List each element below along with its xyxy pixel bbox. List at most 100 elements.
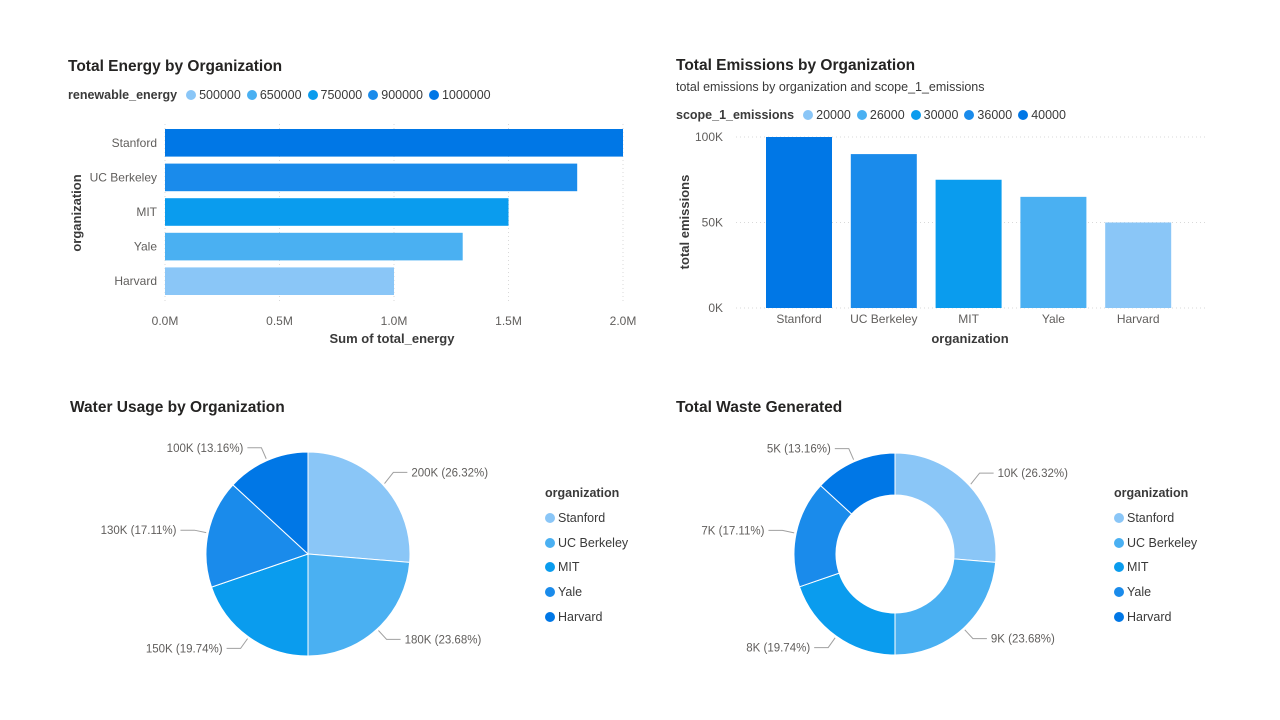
energy-legend-entry[interactable]: 650000 — [246, 88, 302, 102]
emissions-legend-entry[interactable]: 40000 — [1018, 108, 1066, 122]
energy-legend-marker — [428, 90, 439, 100]
water-visual[interactable]: Water Usage by Organization 200K (26.32%… — [0, 360, 640, 720]
emissions-legend-marker — [910, 110, 921, 120]
waste-legend-entry[interactable]: Harvard — [1114, 604, 1197, 629]
energy-y-tick-label: Harvard — [114, 274, 157, 288]
emissions-legend-entry[interactable]: 36000 — [964, 108, 1012, 122]
energy-bar-harvard — [165, 267, 394, 295]
waste-leader-line — [814, 637, 836, 649]
water-legend-label: Yale — [558, 585, 583, 600]
waste-legend-label: Harvard — [1127, 609, 1172, 624]
waste-legend-label: Stanford — [1127, 511, 1175, 526]
waste-legend-entry[interactable]: Yale — [1114, 580, 1197, 605]
emissions-legend-marker — [1018, 110, 1029, 120]
emissions-legend-label: 30000 — [923, 108, 959, 122]
energy-legend-entry[interactable]: 1000000 — [428, 88, 491, 102]
waste-slice-mit — [798, 572, 896, 656]
emissions-bar-stanford — [766, 137, 832, 308]
waste-data-label: 7K (17.11%) — [701, 525, 764, 537]
water-leader-line — [247, 447, 267, 459]
energy-x-tick-label: 1.0M — [381, 314, 408, 328]
water-legend: organization Stanford UC Berkeley MIT Yale H… — [545, 486, 628, 629]
emissions-chart-subtitle: total emissions by organization and scop… — [676, 80, 985, 94]
emissions-legend-label: 20000 — [816, 108, 851, 122]
water-data-label: 150K (19.74%) — [146, 643, 223, 655]
energy-legend-entry[interactable]: 750000 — [307, 88, 363, 102]
water-slice-harvard — [232, 451, 309, 556]
energy-legend-marker — [186, 90, 197, 100]
water-slice-uc-berkeley — [307, 553, 411, 657]
water-leader-line — [226, 638, 248, 649]
energy-legend-label: 750000 — [320, 88, 363, 102]
energy-x-tick-label: 0.0M — [152, 314, 179, 328]
water-legend-entry[interactable]: Stanford — [545, 506, 628, 531]
emissions-x-tick-label: Yale — [1042, 312, 1065, 326]
water-legend-marker — [545, 562, 555, 573]
waste-donut-chart: 10K (26.32%) 9K (23.68%) 8K (19.74%) 7K (17… — [701, 444, 1068, 656]
energy-legend-entry[interactable]: 900000 — [368, 88, 423, 102]
emissions-chart-title: Total Emissions by Organization — [676, 57, 916, 74]
energy-y-tick-label: Stanford — [112, 136, 157, 150]
emissions-column-chart: 0K 50K 100K Stanford UC Berkeley MIT Yale Harva… — [677, 130, 1206, 346]
emissions-bar-mit — [935, 179, 1002, 308]
waste-legend-marker — [1114, 587, 1124, 598]
waste-legend-label: UC Berkeley — [1127, 535, 1198, 550]
waste-legend-marker — [1114, 611, 1124, 622]
water-pie-chart: 200K (26.32%) 180K (23.68%) 150K (19.74%) 1… — [101, 443, 488, 657]
emissions-legend-entry[interactable]: 30000 — [910, 108, 959, 122]
energy-legend-marker — [307, 90, 318, 100]
water-data-label: 130K (17.11%) — [101, 525, 177, 537]
emissions-legend-entry[interactable]: 26000 — [856, 108, 905, 122]
emissions-legend-label: 26000 — [869, 108, 905, 122]
water-legend-entry[interactable]: UC Berkeley — [545, 531, 628, 556]
energy-x-tick-label: 2.0M — [610, 314, 637, 328]
energy-legend-marker — [246, 90, 257, 100]
waste-legend-entry[interactable]: UC Berkeley — [1114, 531, 1197, 556]
waste-legend-label: Yale — [1127, 585, 1152, 600]
energy-x-tick-label: 0.5M — [266, 314, 293, 328]
water-leader-line — [384, 471, 408, 484]
energy-legend-entry[interactable]: 500000 — [186, 88, 241, 102]
water-slice-stanford — [307, 451, 411, 563]
energy-visual[interactable]: Total Energy by Organization renewable_e… — [0, 0, 640, 360]
waste-visual[interactable]: Total Waste Generated 10K (26.32%) 9K (23… — [640, 360, 1280, 720]
emissions-x-tick-label: MIT — [958, 312, 979, 326]
waste-legend-marker — [1114, 513, 1124, 524]
energy-x-axis-label: Sum of total_energy — [330, 331, 456, 346]
energy-x-tick-label: 1.5M — [495, 314, 522, 328]
energy-legend-marker — [368, 90, 379, 100]
water-legend-label: Stanford — [558, 511, 606, 526]
emissions-x-tick-label: Harvard — [1117, 312, 1160, 326]
emissions-y-tick-label: 0K — [708, 301, 723, 315]
emissions-legend: scope_1_emissions 20000 26000 30000 36000 40… — [676, 108, 1072, 122]
emissions-visual[interactable]: Total Emissions by Organization total em… — [640, 0, 1280, 360]
water-legend-marker — [545, 513, 555, 524]
waste-legend-marker — [1114, 537, 1124, 548]
waste-legend-entry[interactable]: Stanford — [1114, 506, 1197, 531]
water-legend-entry[interactable]: Harvard — [545, 604, 628, 629]
emissions-legend-label: 36000 — [977, 108, 1013, 122]
energy-chart-title: Total Energy by Organization — [68, 58, 283, 75]
waste-legend-entry[interactable]: MIT — [1114, 555, 1197, 580]
waste-chart-title: Total Waste Generated — [676, 399, 843, 416]
waste-leader-line — [834, 448, 855, 460]
water-legend-marker — [545, 537, 555, 548]
emissions-x-axis-label: organization — [931, 331, 1008, 346]
emissions-bar-harvard — [1105, 222, 1172, 308]
waste-legend: organization Stanford UC Berkeley MIT Yale H… — [1114, 486, 1197, 629]
waste-slice-stanford — [894, 452, 997, 563]
emissions-legend-entries: 20000 26000 30000 36000 40000 — [803, 108, 1072, 122]
waste-slice-harvard — [819, 452, 896, 515]
waste-slice-uc-berkeley — [894, 558, 997, 656]
water-legend-entry[interactable]: MIT — [545, 555, 628, 580]
emissions-legend-entry[interactable]: 20000 — [803, 108, 851, 122]
energy-y-tick-label: MIT — [136, 205, 157, 219]
energy-legend-title: renewable_energy — [68, 88, 178, 102]
energy-legend-label: 650000 — [259, 88, 302, 102]
water-leader-line — [180, 529, 207, 534]
emissions-y-axis-label: total emissions — [677, 175, 692, 270]
water-legend-entry[interactable]: Yale — [545, 580, 628, 605]
waste-legend-title: organization — [1114, 486, 1189, 500]
water-legend-label: Harvard — [558, 609, 603, 624]
emissions-x-tick-label: Stanford — [776, 312, 821, 326]
